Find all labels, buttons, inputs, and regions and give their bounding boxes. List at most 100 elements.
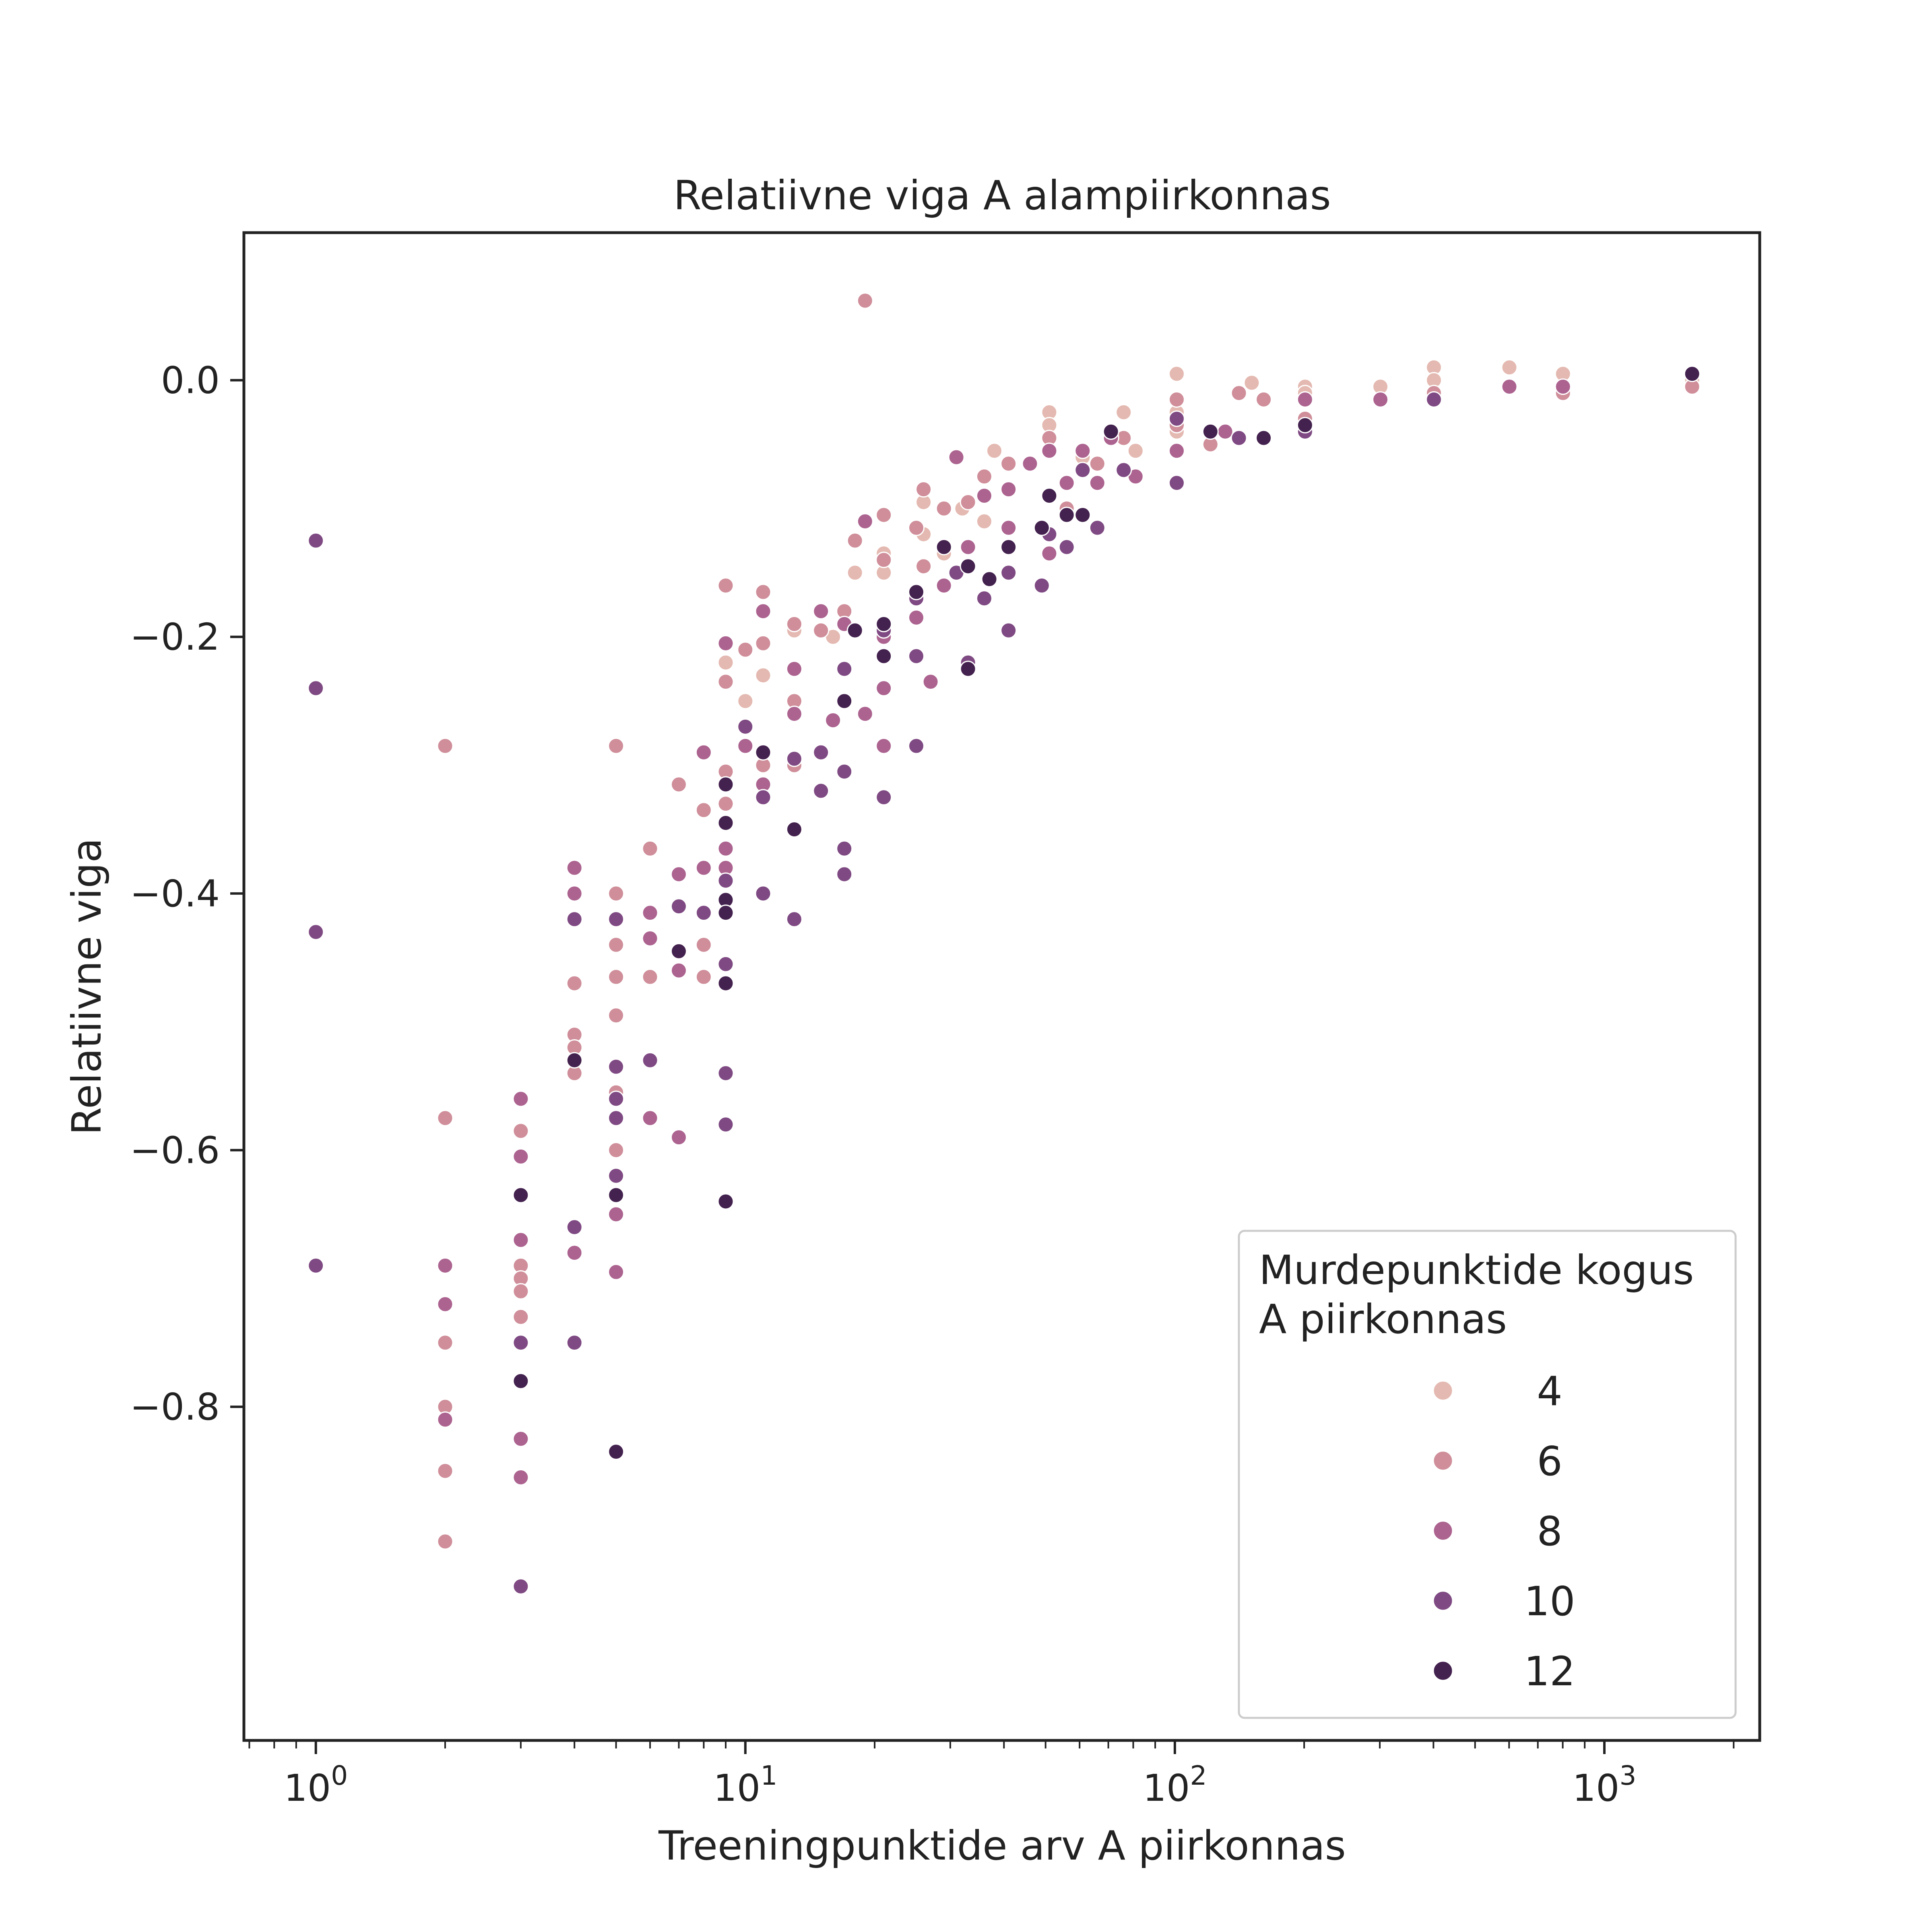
data-point xyxy=(836,840,853,857)
y-tick-label: −0.2 xyxy=(130,615,220,658)
x-axis: 100 101 102 103 xyxy=(248,1740,1735,1810)
data-point xyxy=(875,615,892,632)
data-point xyxy=(512,1123,529,1139)
data-point xyxy=(717,795,734,812)
data-point xyxy=(642,1052,658,1069)
data-point xyxy=(512,1309,529,1325)
data-point xyxy=(1168,475,1185,491)
data-point xyxy=(1217,423,1234,440)
data-point xyxy=(1102,423,1119,440)
data-point xyxy=(437,1463,454,1479)
data-point xyxy=(786,821,803,838)
data-point xyxy=(512,1334,529,1351)
data-point xyxy=(512,1232,529,1249)
data-point xyxy=(437,1411,454,1428)
data-point xyxy=(976,487,993,504)
data-point xyxy=(1074,506,1091,523)
data-point xyxy=(608,1187,625,1203)
data-point xyxy=(986,442,1003,459)
data-point xyxy=(566,911,583,928)
data-point xyxy=(608,1263,625,1280)
data-point xyxy=(908,609,925,626)
data-point xyxy=(1501,359,1518,376)
legend-items: 4 6 8 10 12 xyxy=(1432,1368,1575,1695)
data-point xyxy=(1426,391,1442,408)
data-point xyxy=(608,1443,625,1460)
data-point xyxy=(1168,391,1185,408)
data-point xyxy=(922,673,939,690)
data-point xyxy=(512,1148,529,1165)
data-point xyxy=(642,968,658,985)
data-point xyxy=(1168,410,1185,427)
data-point xyxy=(512,1373,529,1389)
data-point xyxy=(786,615,803,632)
legend-marker xyxy=(1432,1450,1453,1471)
data-point xyxy=(437,1334,454,1351)
data-point xyxy=(908,519,925,536)
data-point xyxy=(1230,385,1247,401)
data-point xyxy=(717,815,734,831)
data-point xyxy=(755,667,772,684)
data-point xyxy=(960,558,976,575)
data-point xyxy=(1033,519,1050,536)
data-point xyxy=(786,911,803,928)
data-point xyxy=(695,968,712,985)
data-point xyxy=(512,1578,529,1595)
data-point xyxy=(1168,365,1185,382)
data-point xyxy=(308,532,324,549)
data-point xyxy=(695,936,712,953)
data-point xyxy=(566,1334,583,1351)
data-point xyxy=(755,885,772,902)
data-point xyxy=(875,506,892,523)
data-point xyxy=(608,968,625,985)
legend-label: 6 xyxy=(1537,1438,1563,1485)
legend-title-line-1: Murdepunktide kogus xyxy=(1259,1247,1694,1294)
data-point xyxy=(948,449,965,466)
data-point xyxy=(695,859,712,876)
data-point xyxy=(717,654,734,671)
data-point xyxy=(608,1167,625,1184)
data-point xyxy=(825,712,842,729)
data-point xyxy=(786,661,803,677)
y-axis-label: Relatiivne viga xyxy=(63,838,110,1135)
data-point xyxy=(437,737,454,754)
data-point xyxy=(1041,442,1058,459)
data-point xyxy=(857,706,873,722)
data-point xyxy=(1255,391,1272,408)
legend-label: 8 xyxy=(1537,1508,1563,1555)
data-point xyxy=(608,911,625,928)
data-point xyxy=(813,744,830,761)
data-point xyxy=(1296,417,1313,433)
data-point xyxy=(717,1116,734,1133)
data-point xyxy=(717,635,734,652)
data-point xyxy=(915,558,932,575)
y-axis: 0.0 −0.2 −0.4 −0.6 −0.8 xyxy=(130,359,244,1428)
data-point xyxy=(566,1245,583,1261)
data-point xyxy=(308,680,324,697)
data-point xyxy=(717,673,734,690)
data-point xyxy=(608,1090,625,1107)
y-tick-label: −0.8 xyxy=(130,1385,220,1428)
data-point xyxy=(671,1129,687,1146)
data-point xyxy=(1501,378,1518,395)
data-point xyxy=(1074,442,1091,459)
data-point xyxy=(1000,455,1017,472)
data-point xyxy=(671,898,687,915)
legend-marker xyxy=(1432,1590,1453,1611)
data-point xyxy=(608,936,625,953)
data-point xyxy=(836,661,853,677)
data-point xyxy=(1243,374,1260,391)
data-point xyxy=(875,648,892,665)
data-point xyxy=(566,975,583,992)
data-point xyxy=(671,776,687,793)
data-point xyxy=(642,930,658,947)
data-point xyxy=(1089,475,1106,491)
data-point xyxy=(308,1257,324,1274)
data-point xyxy=(846,622,863,639)
data-point xyxy=(695,904,712,921)
data-point xyxy=(512,1283,529,1300)
data-point xyxy=(1058,475,1075,491)
data-point xyxy=(1230,429,1247,446)
data-point xyxy=(437,1533,454,1550)
